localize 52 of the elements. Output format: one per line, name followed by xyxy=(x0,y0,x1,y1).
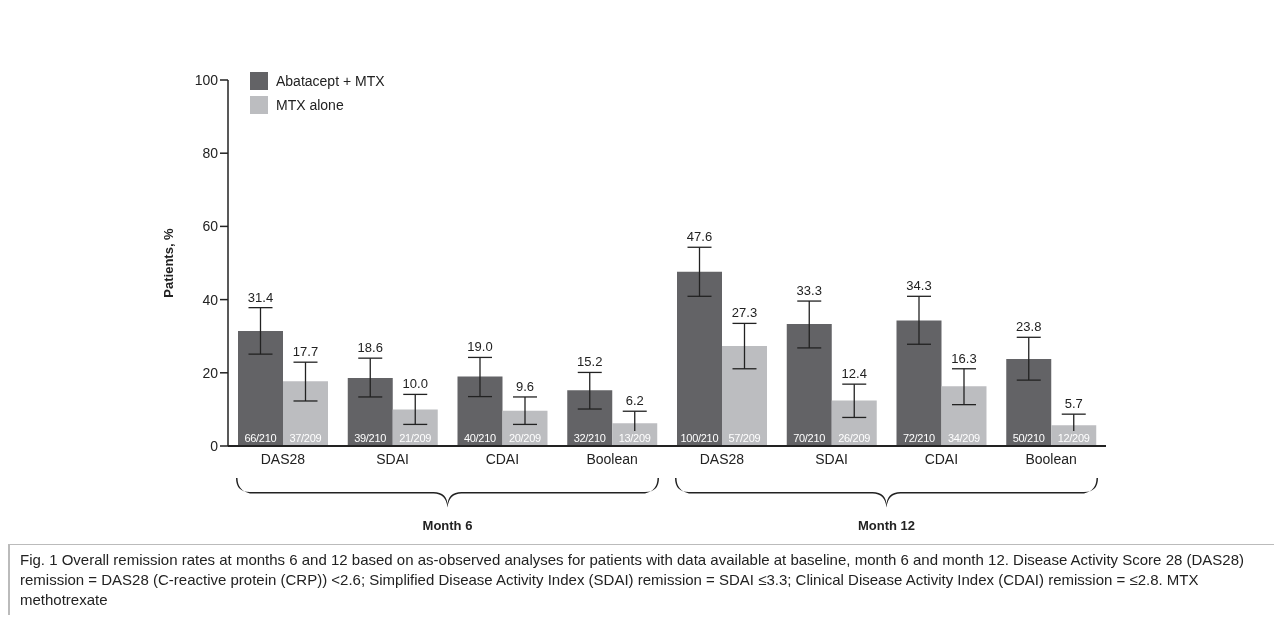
annotation: 12/209 xyxy=(1057,432,1090,444)
x-tick-label: SDAI xyxy=(376,450,409,467)
data-label: 10.0 xyxy=(402,376,428,392)
annotation: 66/210 xyxy=(244,432,277,444)
x-tick-label: SDAI xyxy=(815,450,848,467)
caption: Fig. 1 Overall remission rates at months 6 and 12 based on as-observed analyses for patients with data available at baseline, month 6 and month 12. Disease Activity Score 28 (DAS28) remission = DAS28 (C-reactive protein (CRP)) <2.6; Simplified Disease Activity Index (SDAI) remission = SDAI ≤3.3; Clinical Disease Activity Index (CDAI) remission = ≤2.8. MTX methotrexate xyxy=(8,544,1274,615)
data-label: 16.3 xyxy=(951,350,977,366)
annotation: 21/209 xyxy=(399,432,432,444)
annotation: 13/209 xyxy=(618,432,651,444)
y-tick-label: 60 xyxy=(202,218,219,235)
annotation: 70/210 xyxy=(793,432,826,444)
annotation: 37/209 xyxy=(289,432,322,444)
annotation: 40/210 xyxy=(463,432,496,444)
data-label: 27.3 xyxy=(731,305,758,321)
annotation: 72/210 xyxy=(902,432,935,444)
x-tick-label: CDAI xyxy=(924,450,959,467)
data-label: 6.2 xyxy=(625,393,644,409)
data-label: 15.2 xyxy=(577,354,603,370)
annotation: 39/210 xyxy=(354,432,387,444)
data-label: 12.4 xyxy=(841,366,867,382)
y-tick-label: 100 xyxy=(194,71,219,88)
x-tick-label: CDAI xyxy=(485,450,520,467)
data-label: 33.3 xyxy=(796,283,822,299)
y-tick-label: 80 xyxy=(202,145,219,162)
annotation: 26/209 xyxy=(838,432,871,444)
data-label: 47.6 xyxy=(686,229,713,245)
x-tick-label: Boolean xyxy=(1025,450,1077,467)
legend-label: Abatacept + MTX xyxy=(276,73,385,89)
data-label: 17.7 xyxy=(292,344,319,360)
data-label: 9.6 xyxy=(515,378,535,394)
x-tick-label: DAS28 xyxy=(260,450,306,467)
x-tick-label: DAS28 xyxy=(699,450,745,467)
annotation: 32/210 xyxy=(573,432,606,444)
annotation: 50/210 xyxy=(1012,432,1045,444)
text: Month 12 xyxy=(857,518,916,533)
data-label: 23.8 xyxy=(1016,319,1042,335)
data-label: 5.7 xyxy=(1064,396,1083,412)
y-tick-label: 20 xyxy=(202,364,219,381)
annotation: 57/209 xyxy=(728,432,761,444)
data-label: 19.0 xyxy=(467,339,493,355)
data-label: 18.6 xyxy=(357,340,383,356)
legend-label: MTX alone xyxy=(276,97,344,113)
annotation: 100/210 xyxy=(680,432,719,444)
text: Month 6 xyxy=(422,518,473,533)
data-label: 31.4 xyxy=(247,289,274,305)
annotation: 34/209 xyxy=(947,432,980,444)
y-tick-label: 40 xyxy=(202,291,219,308)
x-tick-label: Boolean xyxy=(586,450,638,467)
annotation: 20/209 xyxy=(508,432,541,444)
data-label: 34.3 xyxy=(906,278,932,294)
y-axis-title: Patients, % xyxy=(160,227,176,298)
y-tick-label: 0 xyxy=(210,437,219,454)
